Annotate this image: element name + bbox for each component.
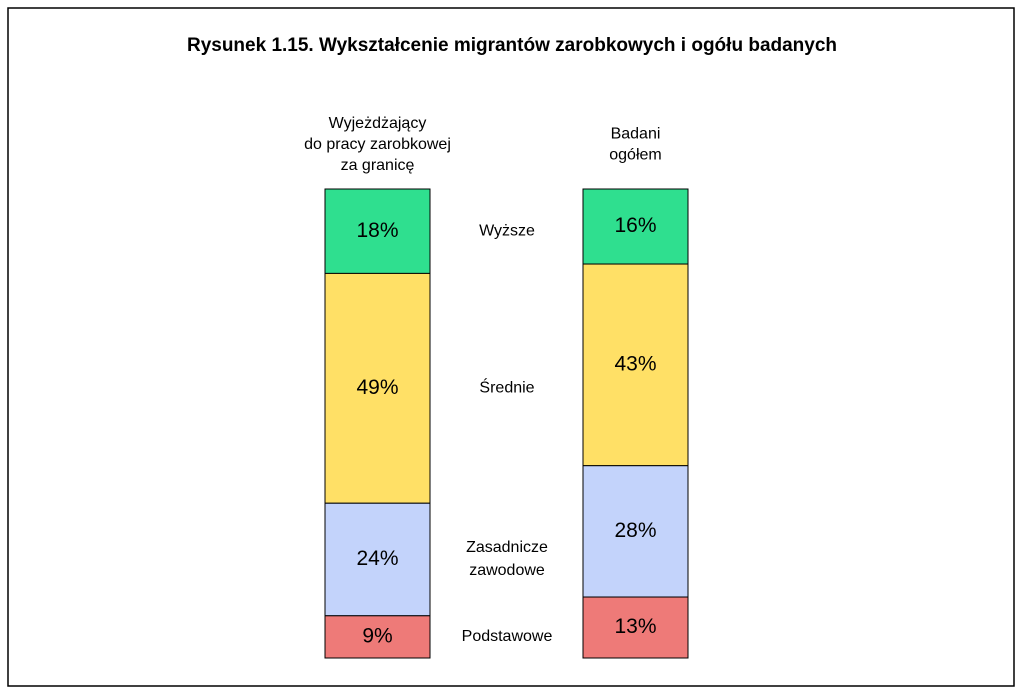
bar-segment [582,263,689,467]
bar-segment [324,615,431,659]
bar-segment [324,188,431,274]
data-label: 24% [356,547,398,570]
data-label: 13% [614,615,656,638]
category-label: Badani ogółem [609,126,661,164]
data-label: 49% [356,376,398,399]
data-label: 9% [362,624,392,647]
series-label: Zasadnicze zawodowe [466,539,548,579]
data-label: 28% [614,519,656,542]
data-label: 16% [614,214,656,237]
chart-title: Rysunek 1.15. Wykształcenie migrantów za… [187,35,837,56]
bar-segment [324,502,431,617]
bar-segment [582,465,689,598]
series-label: Średnie [479,378,534,397]
bar-segment [582,596,689,659]
series-label: Wyższe [479,222,535,239]
bar-segment [324,272,431,504]
category-label: Wyjeżdżający do pracy zarobkowej za granic… [304,115,451,174]
data-label: 43% [614,352,656,375]
bar-segment [582,188,689,265]
data-label: 18% [356,219,398,242]
frame [7,7,1015,687]
series-label: Podstawowe [462,628,553,645]
